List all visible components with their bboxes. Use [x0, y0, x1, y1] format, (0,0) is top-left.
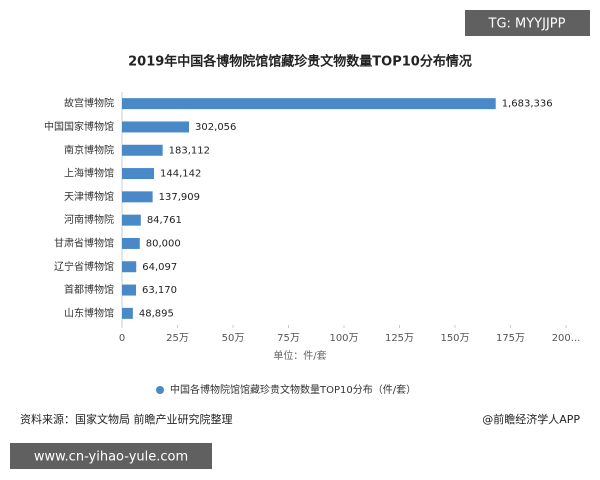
value-label: 80,000 — [146, 238, 181, 249]
overlay-text: www.cn-yihao-yule.com — [34, 450, 188, 465]
value-label: 144,142 — [160, 169, 201, 180]
x-tick-label: 0 — [119, 333, 125, 344]
bar — [122, 307, 133, 319]
value-label: 1,683,336 — [502, 99, 553, 110]
bar — [122, 168, 154, 180]
value-label: 84,761 — [147, 215, 182, 226]
bar — [122, 98, 496, 110]
y-tick-label: 山东博物馆 — [64, 306, 114, 319]
value-label: 137,909 — [159, 192, 200, 203]
legend-marker — [156, 386, 164, 394]
x-tick-label: 100万 — [329, 333, 358, 344]
bar — [122, 144, 163, 156]
x-tick-label: 75万 — [277, 333, 300, 344]
y-tick-label: 天津博物馆 — [64, 190, 114, 203]
source: 资料来源：国家文物局 前瞻产业研究院整理 — [20, 412, 233, 426]
bar — [122, 284, 137, 296]
overlay-box — [465, 10, 590, 36]
credit: @前瞻经济学人APP — [482, 412, 580, 426]
x-tick-label: 125万 — [385, 333, 414, 344]
value-label: 63,170 — [142, 285, 177, 296]
x-tick-label: 50万 — [222, 333, 245, 344]
legend-label: 中国各博物院馆馆藏珍贵文物数量TOP10分布（件/套） — [170, 383, 416, 396]
overlay-box — [10, 443, 212, 469]
overlay-text: TG: MYYJJPP — [488, 17, 566, 32]
value-label: 302,056 — [195, 122, 236, 133]
x-tick-label: 175万 — [496, 333, 525, 344]
y-tick-label: 故宫博物院 — [64, 97, 114, 110]
value-label: 64,097 — [142, 262, 177, 273]
value-label: 183,112 — [169, 145, 210, 156]
bar — [122, 191, 153, 203]
bar — [122, 237, 140, 249]
x-tick-label: 25万 — [166, 333, 189, 344]
y-tick-label: 辽宁省博物馆 — [54, 260, 114, 273]
x-tick-label: 200... — [552, 333, 581, 344]
y-tick-label: 甘肃省博物馆 — [54, 236, 114, 249]
y-tick-label: 南京博物院 — [64, 143, 114, 156]
bar — [122, 261, 137, 273]
bar — [122, 214, 141, 226]
y-tick-label: 中国国家博物馆 — [44, 120, 114, 133]
x-tick-label: 150万 — [440, 333, 469, 344]
y-tick-label: 首都博物馆 — [64, 283, 114, 296]
bar — [122, 121, 190, 133]
x-axis-label: 单位：件/套 — [273, 349, 326, 362]
chart-title: 2019年中国各博物院馆馆藏珍贵文物数量TOP10分布情况 — [128, 54, 472, 70]
value-label: 48,895 — [139, 308, 174, 319]
y-tick-label: 河南博物院 — [64, 213, 114, 226]
y-tick-label: 上海博物馆 — [64, 167, 114, 180]
